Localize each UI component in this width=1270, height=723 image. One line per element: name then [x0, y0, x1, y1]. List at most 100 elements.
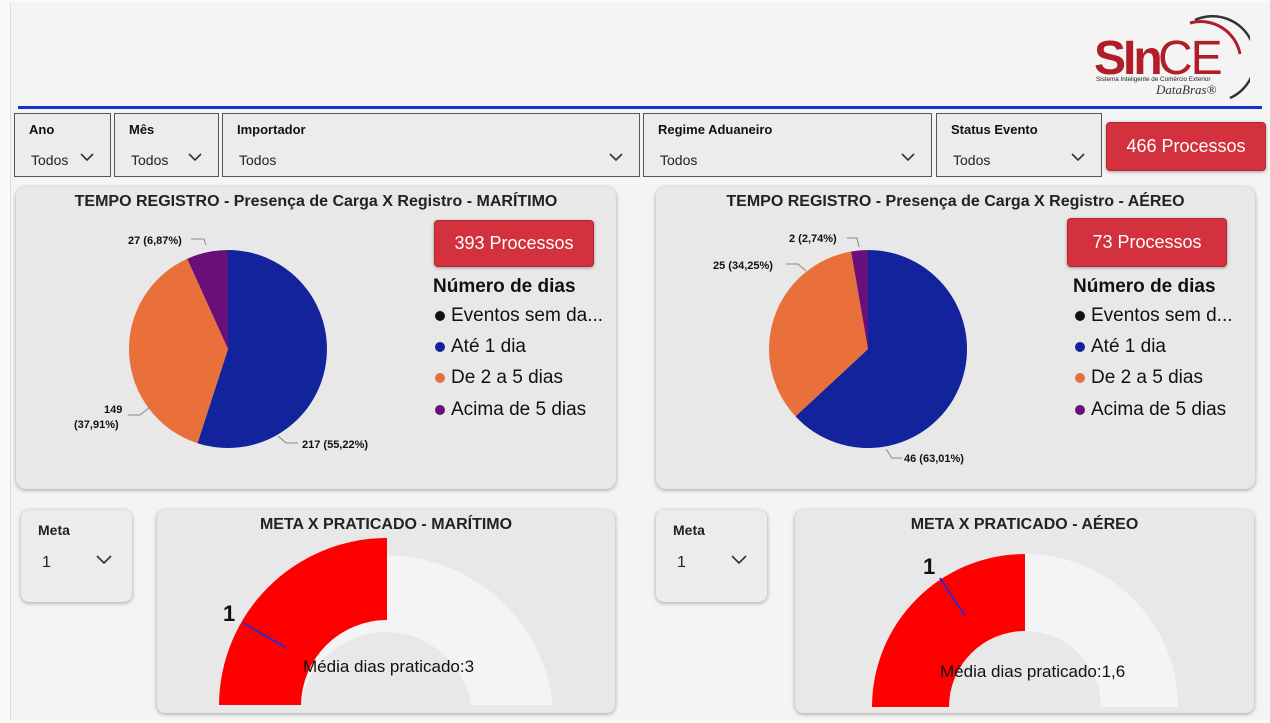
pie-slice-ate-1-dia[interactable]	[197, 250, 327, 448]
filter-importador[interactable]: Importador Todos	[222, 113, 640, 177]
gauge-maritimo-value-text: Média dias praticado:3	[303, 657, 475, 676]
chevron-down-icon[interactable]	[188, 152, 202, 162]
meta-aereo-value: 1	[677, 554, 686, 571]
since-logo: SIn CE Sistema Inteligente de Comércio E…	[1094, 15, 1250, 100]
filter-ano-value: Todos	[31, 152, 69, 168]
legend-item-eventos[interactable]: Eventos sem da...	[435, 305, 603, 327]
gauge-maritimo-card: META X PRATICADO - MARÍTIMO 1 Média dias…	[157, 510, 615, 713]
legend-label: Acima de 5 dias	[451, 399, 587, 420]
filter-ano-label: Ano	[29, 122, 55, 137]
legend-label: Eventos sem da...	[451, 305, 604, 326]
maritimo-label-2a5-pct: (37,91%)	[74, 419, 119, 431]
svg-text:CE: CE	[1158, 32, 1221, 85]
meta-maritimo-slicer[interactable]: Meta 1	[21, 510, 132, 602]
gauge-aereo-card: META X PRATICADO - AÉREO 1 Média dias pr…	[795, 510, 1254, 713]
total-processos-button[interactable]: 466 Processos	[1106, 122, 1266, 171]
svg-text:DataBras®: DataBras®	[1155, 82, 1217, 97]
aereo-pie-chart	[769, 237, 968, 459]
legend-label: Até 1 dia	[1091, 336, 1166, 357]
pie-slice-ate-1-dia[interactable]	[795, 250, 968, 449]
gauge-aereo-title: META X PRATICADO - AÉREO	[910, 516, 1139, 533]
legend-label: De 2 a 5 dias	[451, 367, 563, 388]
svg-text:Sistema Inteligente de Comérci: Sistema Inteligente de Comércio Exterior	[1096, 76, 1210, 83]
maritimo-pie-card: TEMPO REGISTRO - Presença de Carga X Reg…	[16, 187, 616, 489]
meta-maritimo-label: Meta	[38, 522, 70, 538]
leader-line	[847, 237, 860, 248]
filter-status-label: Status Evento	[951, 122, 1038, 137]
aereo-pie-card: TEMPO REGISTRO - Presença de Carga X Reg…	[656, 187, 1255, 489]
gauge-target-marker	[242, 622, 286, 648]
gauge-aereo-value-text: Média dias praticado:1,6	[940, 662, 1126, 681]
chevron-down-icon[interactable]	[80, 152, 94, 162]
chevron-down-icon[interactable]	[1071, 152, 1085, 162]
maritimo-label-acima: 27 (6,87%)	[128, 235, 182, 247]
aereo-label-ate1: 46 (63,01%)	[904, 453, 964, 465]
maritimo-pie-title: TEMPO REGISTRO - Presença de Carga X Reg…	[74, 193, 558, 210]
filter-regime-label: Regime Aduaneiro	[658, 122, 773, 137]
maritimo-pie-chart	[128, 238, 327, 448]
legend-label: Acima de 5 dias	[1091, 399, 1227, 420]
gauge-value-arc[interactable]	[872, 554, 1025, 707]
gauge-maritimo-target-label: 1	[223, 601, 236, 626]
meta-aereo-slicer[interactable]: Meta 1	[656, 510, 767, 602]
legend-dot	[1075, 342, 1085, 352]
filter-mes-value: Todos	[131, 152, 169, 168]
legend-item-ate-1-dia[interactable]: Até 1 dia	[1075, 336, 1166, 358]
gauge-maritimo-title: META X PRATICADO - MARÍTIMO	[259, 516, 513, 533]
header-divider	[18, 106, 1262, 109]
legend-label: De 2 a 5 dias	[1091, 367, 1203, 388]
leader-line	[191, 238, 207, 246]
legend-dot	[435, 405, 445, 415]
legend-item-2-a-5-dias[interactable]: De 2 a 5 dias	[1075, 367, 1203, 389]
pie-slice-2-a-5-dias[interactable]	[769, 251, 868, 417]
legend-dot	[435, 311, 445, 321]
legend-item-acima-5-dias[interactable]: Acima de 5 dias	[1075, 399, 1226, 421]
filter-ano[interactable]: Ano Todos	[14, 113, 111, 177]
gauge-aereo-chart	[872, 554, 1178, 707]
filter-regime-value: Todos	[660, 152, 698, 168]
filter-importador-label: Importador	[237, 122, 306, 137]
legend-dot	[1075, 311, 1085, 321]
aereo-processos-button[interactable]: 73 Processos	[1067, 218, 1227, 267]
maritimo-processos-button[interactable]: 393 Processos	[434, 220, 594, 267]
aereo-label-2a5: 25 (34,25%)	[713, 260, 773, 272]
aereo-legend-title: Número de dias	[1073, 276, 1216, 297]
maritimo-legend-title: Número de dias	[433, 276, 576, 297]
legend-dot	[435, 342, 445, 352]
meta-aereo-label: Meta	[673, 522, 705, 538]
aereo-label-acima: 2 (2,74%)	[789, 233, 837, 245]
legend-item-ate-1-dia[interactable]: Até 1 dia	[435, 336, 526, 358]
gauge-target-marker	[939, 577, 966, 617]
maritimo-label-ate1: 217 (55,22%)	[302, 439, 369, 451]
chevron-down-icon[interactable]	[901, 152, 915, 162]
chevron-down-icon[interactable]	[96, 555, 112, 565]
leader-line	[885, 448, 902, 459]
legend-dot	[1075, 405, 1085, 415]
gauge-value-arc[interactable]	[219, 538, 387, 705]
meta-maritimo-value: 1	[42, 554, 51, 571]
maritimo-label-2a5-count: 149	[104, 404, 123, 416]
legend-label: Até 1 dia	[451, 336, 526, 357]
filter-regime-aduaneiro[interactable]: Regime Aduaneiro Todos	[643, 113, 932, 177]
pie-slice-2-a-5-dias[interactable]	[128, 258, 228, 444]
chevron-down-icon[interactable]	[609, 152, 623, 162]
legend-item-acima-5-dias[interactable]: Acima de 5 dias	[435, 399, 586, 421]
legend-label: Eventos sem d...	[1091, 305, 1233, 326]
leader-line	[786, 263, 807, 272]
svg-text:SIn: SIn	[1094, 32, 1160, 85]
legend-item-eventos[interactable]: Eventos sem d...	[1075, 305, 1233, 327]
pie-slice-acima-5-dias[interactable]	[851, 250, 868, 349]
filter-mes-label: Mês	[129, 122, 155, 137]
filter-status-evento[interactable]: Status Evento Todos	[936, 113, 1102, 177]
chevron-down-icon[interactable]	[731, 555, 747, 565]
filter-mes[interactable]: Mês Todos	[114, 113, 219, 177]
legend-dot	[435, 373, 445, 383]
filter-importador-value: Todos	[239, 152, 277, 168]
gauge-maritimo-chart	[219, 538, 553, 705]
leader-line	[128, 406, 151, 416]
filter-status-value: Todos	[953, 152, 991, 168]
aereo-pie-title: TEMPO REGISTRO - Presença de Carga X Reg…	[726, 193, 1185, 210]
legend-item-2-a-5-dias[interactable]: De 2 a 5 dias	[435, 367, 563, 389]
pie-slice-acima-5-dias[interactable]	[187, 250, 228, 349]
leader-line	[277, 435, 298, 444]
